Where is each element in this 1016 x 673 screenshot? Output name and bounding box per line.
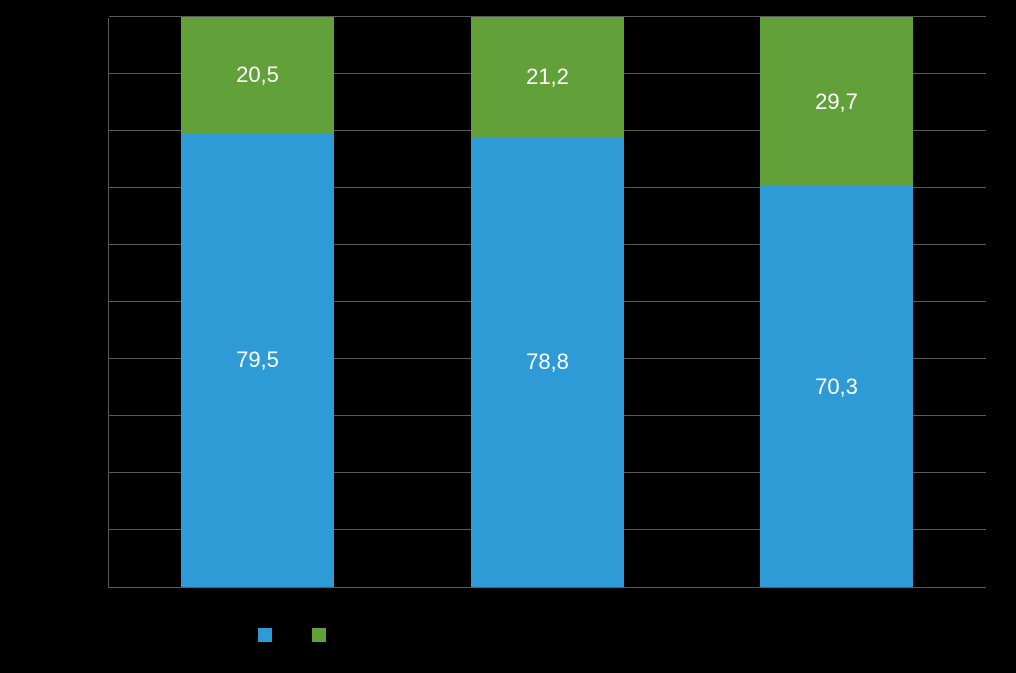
bar-value-label: 20,5 [181,62,334,88]
legend-item [258,628,272,642]
legend-item [312,628,326,642]
plot-area: 79,5 20,5 78,8 21,2 70,3 29,7 [108,18,986,588]
bar-group: 78,8 21,2 [471,17,624,587]
legend-swatch [312,628,326,642]
bar-value-label: 79,5 [181,347,334,373]
bar-value-label: 29,7 [760,89,913,115]
bar-value-label: 78,8 [471,349,624,375]
legend [258,628,326,642]
stacked-bar-chart: 79,5 20,5 78,8 21,2 70,3 29,7 [0,0,1016,673]
bar-group: 79,5 20,5 [181,17,334,587]
bar-value-label: 21,2 [471,64,624,90]
legend-swatch [258,628,272,642]
bar-group: 70,3 29,7 [760,17,913,587]
bar-value-label: 70,3 [760,374,913,400]
